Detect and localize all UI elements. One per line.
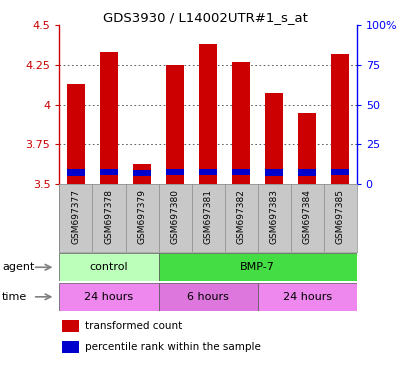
Bar (330, 169, 348, 175)
Bar (297, 113, 315, 184)
Text: 6 hours: 6 hours (187, 292, 229, 302)
Text: transformed count: transformed count (85, 321, 182, 331)
Bar (59, 283, 158, 311)
Text: GSM697385: GSM697385 (335, 189, 344, 244)
Text: GSM697379: GSM697379 (137, 189, 146, 244)
Text: 24 hours: 24 hours (282, 292, 331, 302)
Text: GSM697377: GSM697377 (71, 189, 80, 244)
Bar (166, 169, 184, 175)
Text: GSM697380: GSM697380 (170, 189, 179, 244)
Bar (231, 61, 249, 184)
Text: BMP-7: BMP-7 (240, 262, 274, 272)
Bar (264, 93, 283, 184)
Bar (133, 170, 151, 176)
Bar (158, 283, 257, 311)
Text: 24 hours: 24 hours (84, 292, 133, 302)
Bar (100, 169, 118, 175)
Text: GSM697384: GSM697384 (302, 189, 311, 244)
Text: GDS3930 / L14002UTR#1_s_at: GDS3930 / L14002UTR#1_s_at (102, 12, 307, 25)
Text: time: time (2, 292, 27, 302)
Text: agent: agent (2, 262, 34, 272)
Bar (264, 169, 283, 175)
Bar (231, 169, 249, 175)
Bar (297, 169, 315, 175)
Bar (62, 341, 79, 353)
Bar (330, 54, 348, 184)
Bar (198, 169, 217, 175)
Text: GSM697378: GSM697378 (104, 189, 113, 244)
Bar (67, 84, 85, 184)
Bar (158, 253, 356, 281)
Bar (257, 283, 356, 311)
Text: control: control (90, 262, 128, 272)
Text: GSM697383: GSM697383 (269, 189, 278, 244)
Text: GSM697382: GSM697382 (236, 189, 245, 244)
Text: percentile rank within the sample: percentile rank within the sample (85, 342, 260, 352)
Bar (62, 320, 79, 332)
Bar (133, 164, 151, 184)
Bar (198, 44, 217, 184)
Bar (67, 169, 85, 175)
Bar (59, 253, 158, 281)
Bar (100, 52, 118, 184)
Bar (166, 65, 184, 184)
Text: GSM697381: GSM697381 (203, 189, 212, 244)
